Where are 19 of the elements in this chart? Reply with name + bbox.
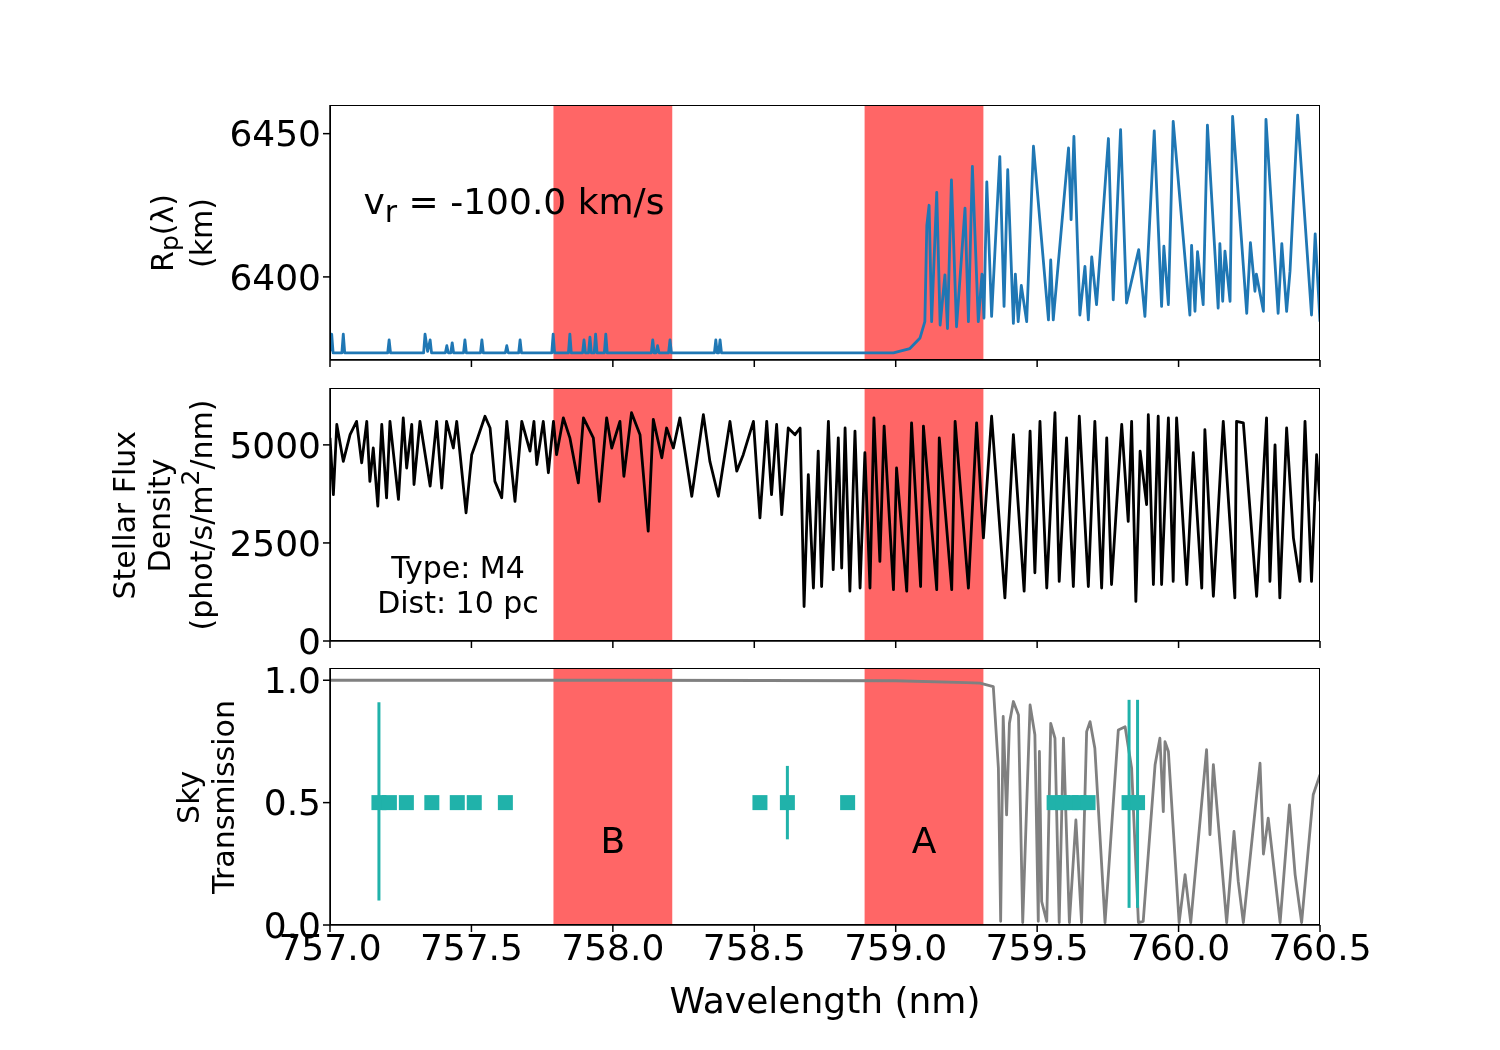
x-axis-title: Wavelength (nm): [669, 979, 981, 1021]
x-tick-label: 758.0: [561, 926, 665, 968]
x-tick-label: 757.5: [419, 926, 523, 968]
y-tick-label: 2500: [229, 522, 321, 564]
x-tick-label: 759.0: [844, 926, 948, 968]
x-tick-label: 760.5: [1268, 926, 1372, 968]
y-tick-label: 0: [298, 620, 321, 662]
x-tick-label: 759.5: [985, 926, 1089, 968]
x-tick-label: 758.5: [702, 926, 806, 968]
band-label: B: [600, 820, 626, 861]
y-tick-label: 0.5: [263, 782, 321, 824]
y-tick-label: 5000: [229, 424, 321, 466]
band-label: A: [911, 820, 937, 861]
y-tick-label: 1.0: [263, 660, 321, 702]
y-tick-label: 6400: [229, 256, 321, 298]
y-axis-title: Sky Transmission: [171, 699, 242, 894]
x-tick-label: 760.0: [1127, 926, 1231, 968]
annotation: Type: M4 Dist: 10 pc: [377, 549, 539, 620]
y-tick-label: 6450: [229, 113, 321, 155]
